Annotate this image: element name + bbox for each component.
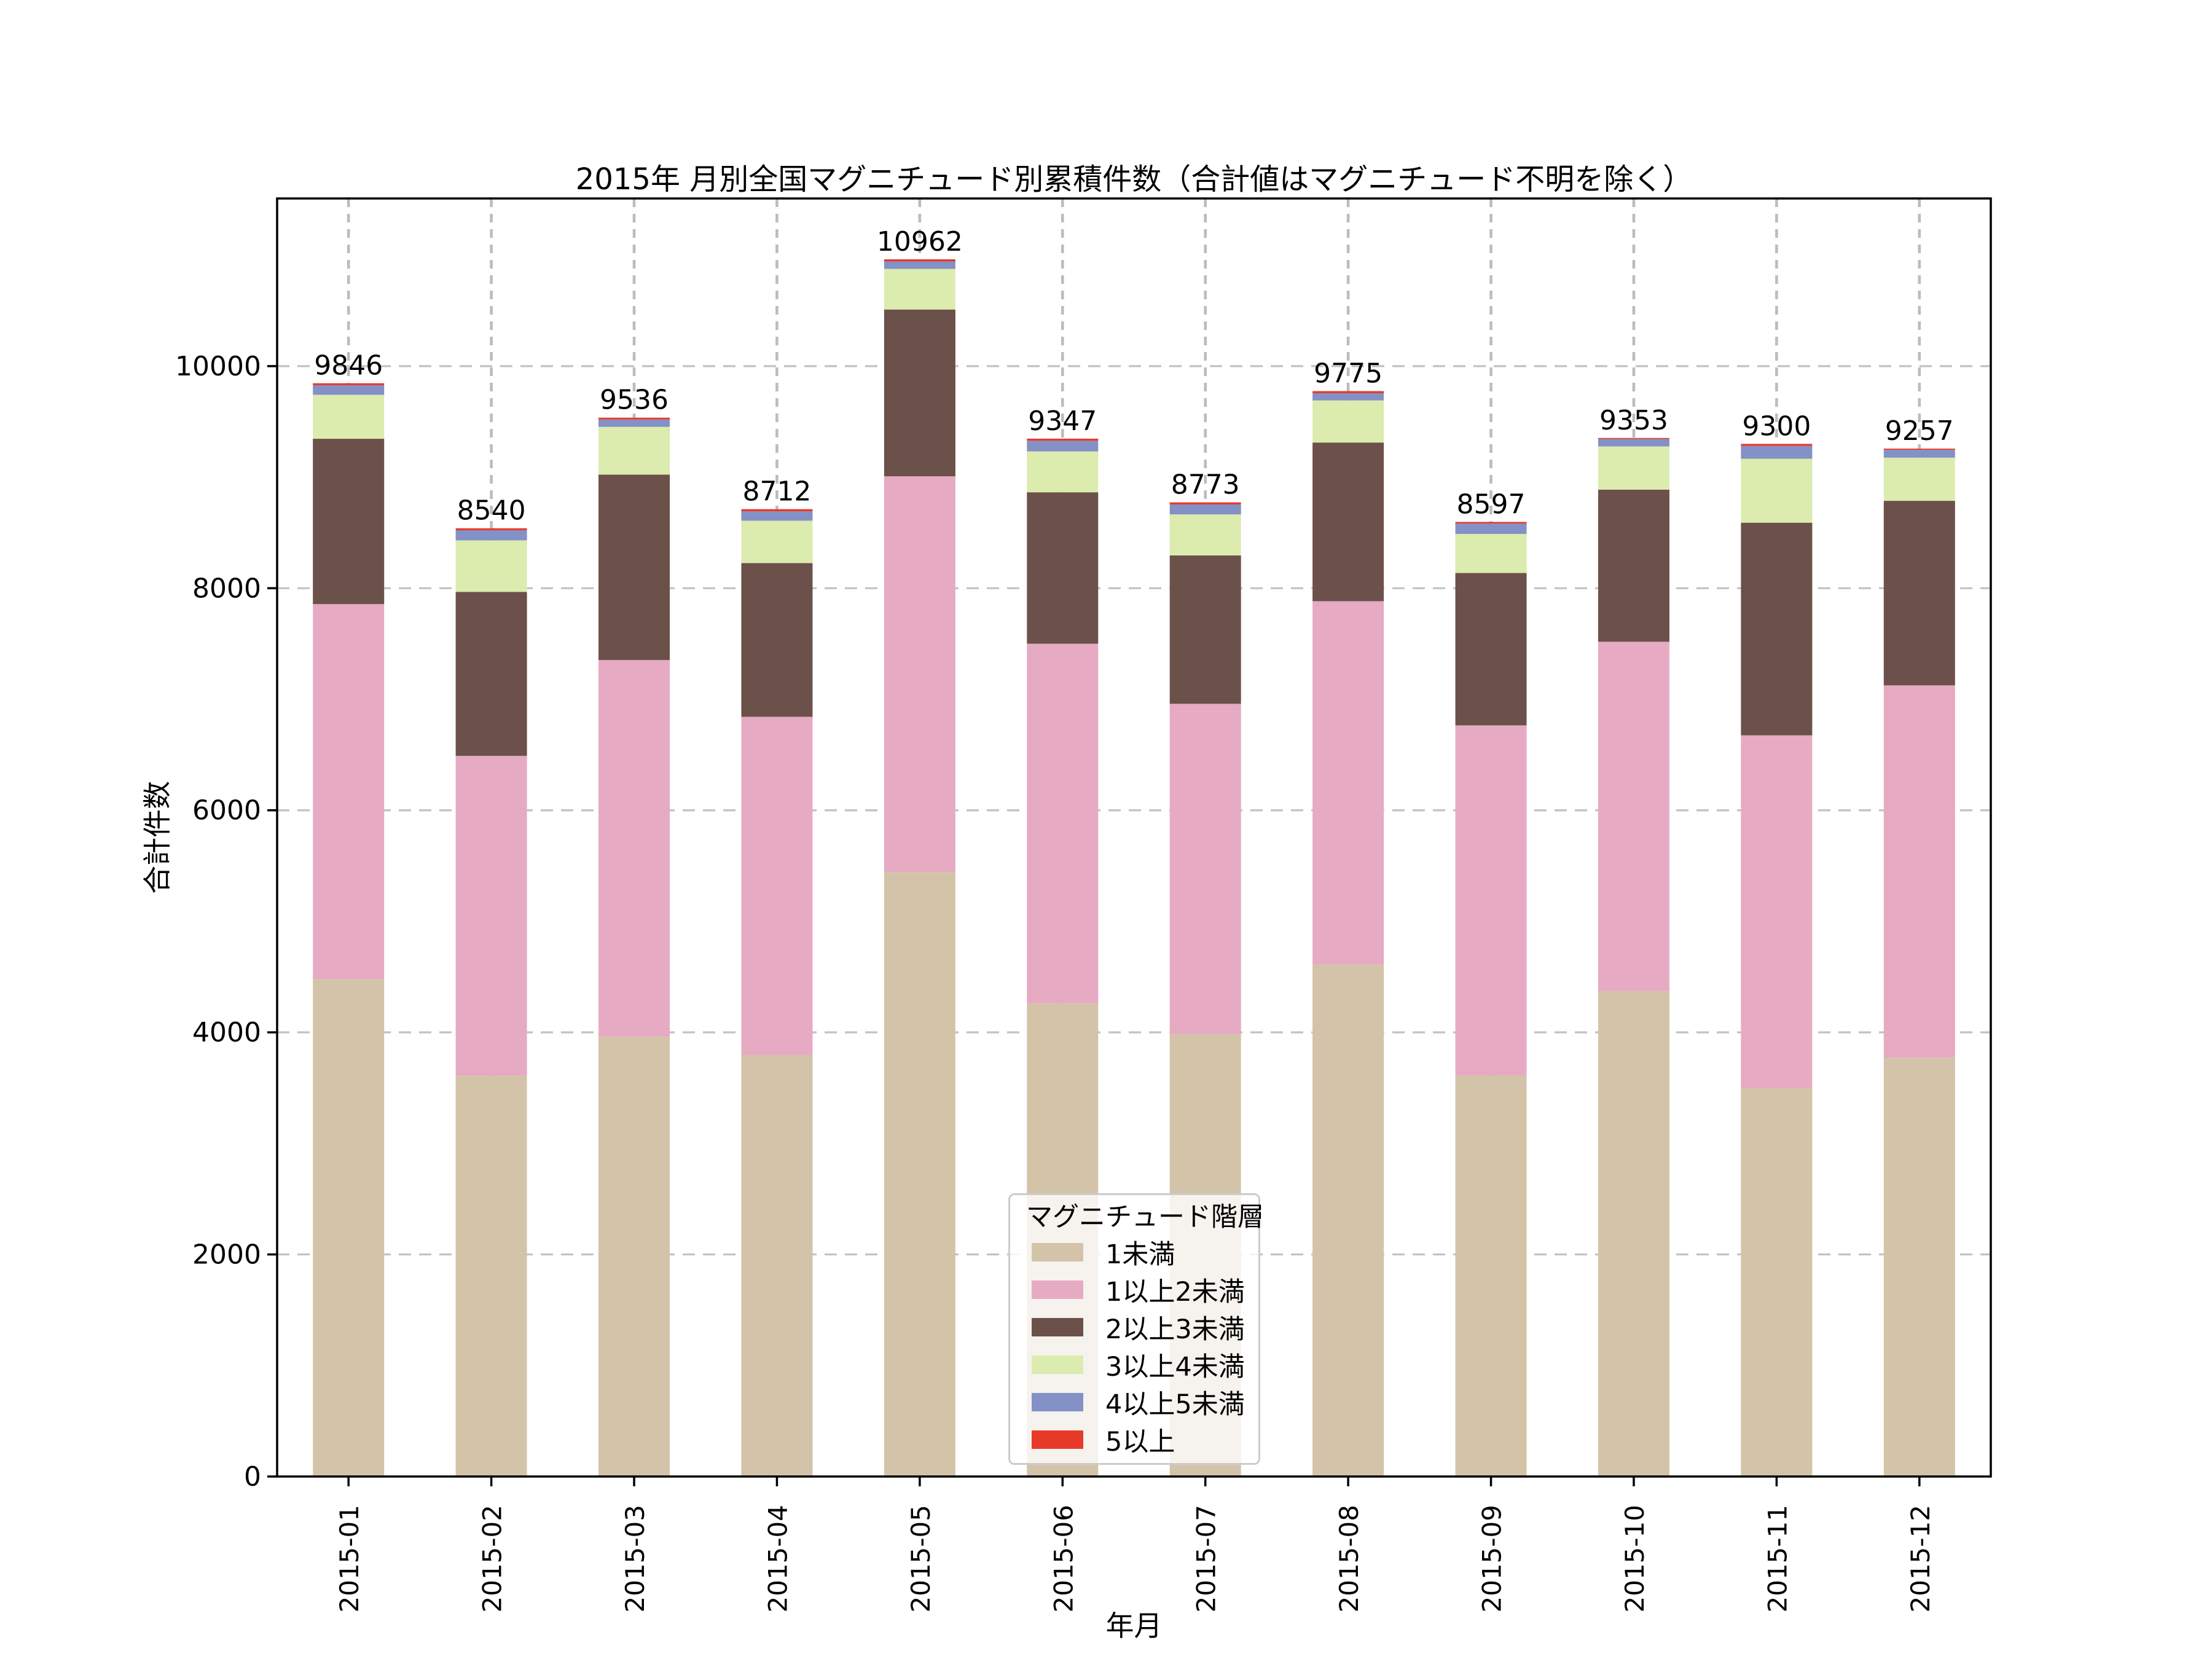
- svg-text:2015-10: 2015-10: [1620, 1505, 1650, 1613]
- svg-text:9353: 9353: [1599, 405, 1668, 436]
- svg-text:2000: 2000: [192, 1239, 261, 1271]
- bar-month-2015-10: [1598, 437, 1669, 1477]
- legend-swatch-icon: [1032, 1317, 1083, 1336]
- svg-text:8540: 8540: [457, 495, 526, 527]
- svg-text:10962: 10962: [877, 226, 963, 257]
- svg-text:2015-07: 2015-07: [1191, 1505, 1222, 1613]
- legend-item: 2以上3未満: [1026, 1308, 1258, 1346]
- x-axis-ticks: 2015-01 2015-02 2015-03 2015-04 2015-05 2015-…: [334, 1477, 1936, 1613]
- legend-swatch-icon: [1032, 1430, 1083, 1449]
- legend-item: 1以上2未満: [1026, 1271, 1258, 1308]
- svg-text:2015-01: 2015-01: [334, 1505, 364, 1613]
- legend-item-label: 1以上2未満: [1105, 1276, 1245, 1308]
- svg-text:9300: 9300: [1742, 410, 1811, 442]
- svg-text:10000: 10000: [175, 351, 261, 382]
- bar-month-2015-01: [313, 383, 385, 1477]
- legend-title: マグニチュード階層: [1026, 1202, 1264, 1233]
- legend-item-label: 1未満: [1105, 1239, 1175, 1270]
- legend-item: 1未満: [1026, 1233, 1258, 1271]
- legend-swatch-icon: [1032, 1355, 1083, 1374]
- bar-month-2015-05: [884, 259, 955, 1477]
- legend-swatch-icon: [1032, 1242, 1083, 1261]
- svg-text:9257: 9257: [1885, 415, 1954, 447]
- svg-text:2015-11: 2015-11: [1762, 1505, 1792, 1613]
- y-axis-ticks: 0 2000 4000 6000 8000 10000: [175, 351, 277, 1492]
- svg-text:8000: 8000: [192, 573, 261, 604]
- svg-text:9536: 9536: [600, 385, 669, 416]
- legend-item-label: 4以上5未満: [1105, 1389, 1245, 1420]
- legend-item: 4以上5未満: [1026, 1383, 1258, 1421]
- bar-month-2015-02: [455, 528, 527, 1477]
- legend-item-label: 2以上3未満: [1105, 1314, 1245, 1345]
- bar-month-2015-12: [1883, 449, 1955, 1477]
- svg-text:9775: 9775: [1314, 358, 1382, 390]
- total-labels: 9846 8540 9536 8712 10962 9347 8773 9775 8597 935…: [314, 226, 1954, 527]
- svg-text:2015-02: 2015-02: [477, 1505, 508, 1613]
- y-axis-label: 合計件数: [141, 781, 174, 894]
- legend-swatch-icon: [1032, 1392, 1083, 1411]
- svg-text:2015-05: 2015-05: [906, 1505, 936, 1613]
- svg-text:8597: 8597: [1457, 488, 1526, 520]
- x-axis-label: 年月: [1105, 1609, 1163, 1642]
- svg-text:2015-04: 2015-04: [763, 1505, 793, 1613]
- bar-month-2015-04: [741, 509, 813, 1477]
- svg-text:2015-03: 2015-03: [620, 1505, 650, 1613]
- bar-month-2015-11: [1741, 444, 1813, 1477]
- chart-title: 2015年 月別全国マグニチュード別累積件数（合計値はマグニチュード不明を除く）: [575, 162, 1693, 197]
- bar-month-2015-03: [598, 417, 670, 1477]
- legend-swatch-icon: [1032, 1280, 1083, 1299]
- bar-month-2015-09: [1455, 522, 1527, 1477]
- svg-text:6000: 6000: [192, 795, 261, 826]
- bar-month-2015-08: [1312, 391, 1384, 1477]
- plot-spines: [276, 197, 1992, 1478]
- svg-text:4000: 4000: [192, 1017, 261, 1048]
- svg-text:2015-09: 2015-09: [1477, 1505, 1507, 1613]
- svg-text:8773: 8773: [1171, 469, 1240, 501]
- svg-text:2015-12: 2015-12: [1905, 1505, 1936, 1613]
- legend: マグニチュード階層 1未満 1以上2未満 2以上3未満 3以上4未満 4以上5未…: [1008, 1193, 1264, 1465]
- svg-text:9347: 9347: [1028, 406, 1097, 437]
- svg-text:2015-06: 2015-06: [1048, 1505, 1078, 1613]
- legend-item: 3以上4未満: [1026, 1346, 1258, 1383]
- legend-item-label: 5以上: [1105, 1426, 1175, 1457]
- svg-text:0: 0: [244, 1461, 261, 1492]
- svg-text:8712: 8712: [742, 476, 811, 508]
- legend-item: 5以上: [1026, 1421, 1258, 1458]
- svg-text:9846: 9846: [314, 350, 383, 382]
- legend-item-label: 3以上4未満: [1105, 1351, 1245, 1382]
- svg-text:2015-08: 2015-08: [1334, 1505, 1364, 1613]
